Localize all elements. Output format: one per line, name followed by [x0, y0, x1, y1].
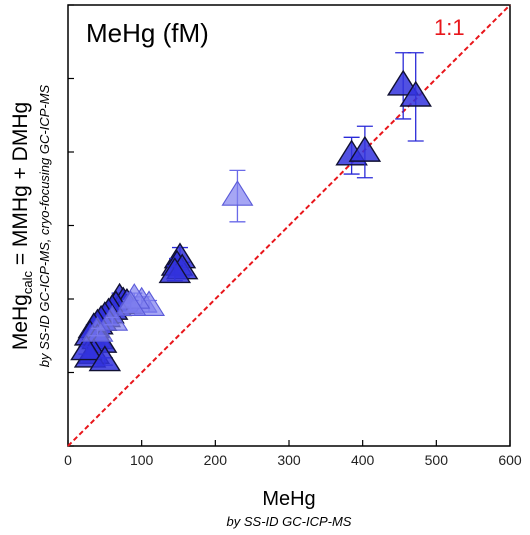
y-axis-title: MeHgcalc = MMHg + DMHg [9, 102, 35, 350]
data-point [88, 345, 122, 372]
data-points [70, 52, 432, 372]
data-point [221, 169, 254, 223]
chart-title: MeHg (fM) [86, 18, 209, 48]
triangle-marker [96, 305, 129, 331]
triangle-marker [221, 180, 254, 206]
data-point [348, 125, 382, 179]
x-tick-label: 600 [498, 452, 522, 468]
triangle-marker [348, 135, 382, 162]
triangle-marker [399, 80, 432, 107]
data-point [70, 334, 103, 361]
x-tick-label: 300 [277, 452, 301, 468]
x-tick-label: 100 [130, 452, 154, 468]
x-tick-label: 200 [204, 452, 228, 468]
y-axis-subtitle: by SS-ID GC-ICP-MS, cryo-focusing GC-ICP… [37, 84, 52, 367]
x-axis-ticks [67, 440, 511, 446]
triangle-marker [88, 345, 122, 372]
x-tick-label: 400 [351, 452, 375, 468]
data-point [399, 52, 432, 142]
triangle-marker [81, 316, 114, 342]
x-axis-title: MeHg [262, 488, 315, 510]
data-point [114, 290, 147, 317]
triangle-marker [158, 257, 192, 284]
triangle-marker [70, 334, 103, 361]
x-tick-label: 0 [64, 452, 72, 468]
x-axis-tick-labels: 0 100 200 300 400 500 600 [64, 452, 522, 468]
y-axis-title-rest: = MMHg + DMHg [9, 102, 32, 271]
x-tick-label: 500 [425, 452, 449, 468]
y-axis-title-main: MeHg [9, 294, 32, 350]
data-point [96, 305, 129, 331]
reference-line-label: 1:1 [434, 15, 465, 40]
y-axis-title-subscript: calc [20, 271, 35, 295]
x-axis-subtitle: by SS-ID GC-ICP-MS [227, 514, 352, 529]
triangle-marker [114, 290, 147, 317]
data-point [81, 316, 114, 342]
data-point [158, 257, 192, 284]
one-to-one-line [67, 4, 511, 447]
